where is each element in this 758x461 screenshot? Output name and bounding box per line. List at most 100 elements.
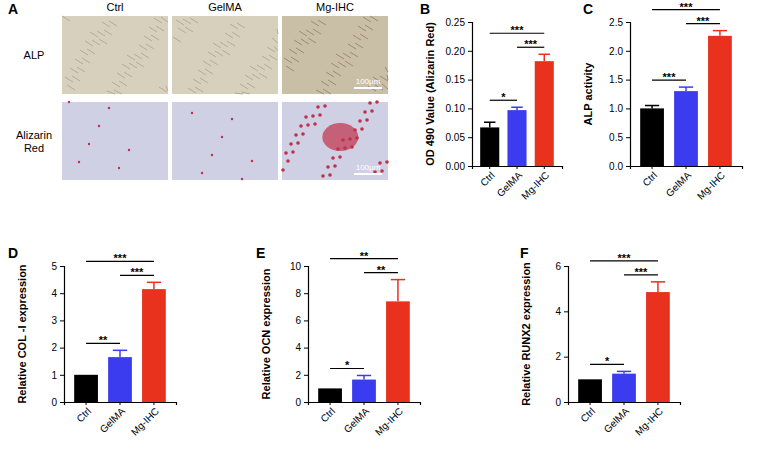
micrograph (62, 16, 168, 94)
texture (370, 16, 378, 21)
micrograph: 100μm (281, 100, 389, 180)
x-tick: Mg-IHC (373, 402, 405, 438)
texture (385, 160, 389, 164)
texture (65, 77, 73, 82)
bar (108, 357, 132, 402)
plot-area (578, 282, 670, 402)
y-tick-label: 0 (295, 397, 301, 408)
y-tick-label: 6 (555, 261, 561, 272)
x-tick: Ctrl (578, 402, 597, 424)
x-tick-label: Ctrl (478, 170, 497, 189)
x-tick: Ctrl (640, 166, 659, 188)
column-label: Mg-IHC (316, 1, 354, 13)
x-axis: CtrlGelMAMg-IHC (65, 402, 177, 438)
texture (191, 112, 193, 114)
texture (272, 38, 278, 43)
texture (358, 119, 362, 123)
y-axis-line (626, 23, 631, 167)
significance-label: ** (377, 264, 386, 276)
texture (331, 63, 339, 68)
micrograph-background (172, 16, 278, 94)
row-label: AlizarinRed (16, 129, 52, 154)
y-tick-mark (468, 166, 472, 167)
error-bar-cap (679, 86, 693, 88)
y-tick: 4 (51, 288, 64, 299)
x-tick-label: Mg-IHC (633, 406, 665, 438)
significance-label: * (605, 355, 610, 367)
texture (122, 64, 130, 69)
texture (154, 18, 162, 23)
texture (365, 25, 373, 30)
significance-label: * (345, 359, 350, 371)
texture (201, 172, 203, 174)
y-tick-mark (304, 320, 308, 321)
y-axis-title: ALP activity (582, 62, 594, 126)
bar (142, 289, 166, 402)
panel-label: C (583, 1, 593, 17)
texture (173, 37, 181, 42)
y-axis-title: OD 490 Value (Alizarin Red) (424, 22, 436, 166)
y-axis: 0.000.050.100.150.200.25 (446, 17, 473, 172)
y-axis-line (468, 23, 473, 167)
bar (480, 127, 499, 166)
stain (322, 123, 358, 151)
error-bar-stem (119, 350, 121, 357)
texture (368, 101, 372, 105)
texture (328, 173, 332, 177)
x-tick: GelMA (342, 402, 372, 435)
error-bar (391, 280, 405, 302)
texture (363, 17, 371, 22)
texture (112, 82, 120, 87)
y-tick-label: 6 (295, 315, 301, 326)
texture (107, 91, 115, 94)
x-tick: GelMA (98, 402, 128, 435)
texture (333, 71, 341, 76)
column-label: Ctrl (106, 1, 123, 13)
x-axis-line (65, 403, 177, 406)
bar (640, 108, 664, 166)
error-bar-stem (397, 280, 399, 302)
x-tick-mark (517, 166, 518, 169)
x-tick-label: Ctrl (578, 406, 597, 425)
texture (306, 123, 310, 127)
y-tick-label: 8 (295, 288, 301, 299)
y-tick-label: 4 (295, 342, 301, 353)
texture (245, 75, 253, 80)
texture (277, 29, 278, 34)
texture (141, 53, 149, 58)
texture (87, 49, 95, 54)
y-tick: 8 (295, 288, 308, 299)
significance-label: *** (618, 252, 632, 264)
y-axis: 0.00.51.01.52.02.5 (609, 17, 630, 172)
scale-bar (354, 87, 382, 89)
y-tick-label: 0 (555, 397, 561, 408)
texture (250, 66, 258, 71)
y-tick-label: 1 (51, 370, 57, 381)
x-axis: CtrlGelMAMg-IHC (569, 402, 681, 438)
texture (380, 76, 388, 81)
bar (612, 374, 636, 402)
texture (304, 115, 308, 119)
texture (178, 28, 186, 33)
x-tick-mark (686, 166, 687, 169)
significance-label: *** (697, 15, 711, 27)
y-axis-line (304, 267, 309, 403)
texture (208, 52, 216, 57)
panel-label: F (520, 245, 529, 261)
texture (227, 41, 235, 46)
y-tick-label: 1.0 (609, 103, 623, 114)
texture (98, 125, 100, 127)
chart: 0246CtrlGelMAMg-IHC******* (555, 252, 680, 438)
x-tick-label: GelMA (342, 405, 372, 435)
y-tick-mark (468, 137, 472, 138)
y-tick-label: 5 (51, 261, 57, 272)
error-bar (713, 31, 727, 36)
texture (240, 84, 248, 89)
chart: 0246810CtrlGelMAMg-IHC***** (290, 250, 421, 438)
x-tick: Ctrl (74, 402, 93, 424)
texture (119, 81, 127, 86)
x-tick-label: Ctrl (640, 170, 659, 189)
y-tick: 2.5 (609, 17, 630, 28)
texture (294, 40, 302, 45)
y-tick-label: 0.10 (446, 103, 466, 114)
